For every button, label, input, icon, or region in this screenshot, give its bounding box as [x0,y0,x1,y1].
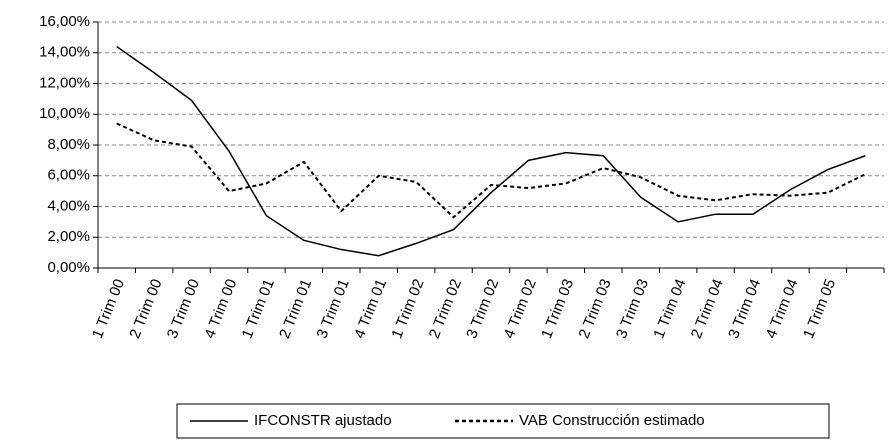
x-tick-label: 3 Trim 03 [613,277,652,341]
x-tick-label: 3 Trim 02 [463,277,502,341]
y-tick-label: 16,00% [39,13,90,30]
x-tick-label: 3 Trim 01 [313,277,352,341]
x-tick-label: 1 Trim 05 [800,277,839,341]
y-tick-label: 0,00% [47,259,90,276]
y-tick-label: 6,00% [47,167,90,184]
x-tick-label: 2 Trim 04 [688,277,727,341]
series-line [116,122,866,219]
series-line [116,45,866,257]
legend-box [176,403,830,439]
x-tick-label: 2 Trim 00 [126,277,165,341]
x-tick-label: 1 Trim 02 [388,277,427,341]
y-tick-label: 2,00% [47,228,90,245]
x-tick-label: 2 Trim 02 [426,277,465,341]
x-tick-label: 2 Trim 03 [575,277,614,341]
x-tick-label: 4 Trim 04 [763,277,802,341]
y-tick-label: 10,00% [39,105,90,122]
y-tick-label: 12,00% [39,74,90,91]
x-tick-label: 4 Trim 00 [201,277,240,341]
x-tick-label: 1 Trim 01 [239,277,278,341]
legend-label: VAB Construcción estimado [519,412,705,429]
x-tick-label: 1 Trim 00 [89,277,128,341]
x-tick-label: 4 Trim 02 [501,277,540,341]
y-tick-label: 14,00% [39,44,90,61]
legend-label: IFCONSTR ajustado [254,412,392,429]
y-tick-label: 4,00% [47,197,90,214]
y-tick-label: 8,00% [47,136,90,153]
x-tick-label: 3 Trim 04 [725,277,764,341]
x-tick-label: 1 Trim 04 [650,277,689,341]
x-tick-label: 3 Trim 00 [164,277,203,341]
x-tick-label: 4 Trim 01 [351,277,390,341]
x-tick-label: 1 Trim 03 [538,277,577,341]
x-tick-label: 2 Trim 01 [276,277,315,341]
